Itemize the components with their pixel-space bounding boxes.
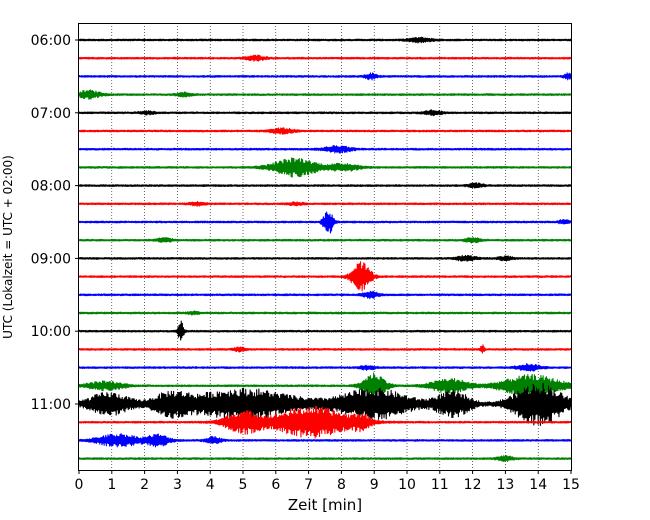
trace-row-0745: [78, 157, 572, 178]
trace-row-0730: [78, 145, 572, 154]
x-tick-label-5: 5: [239, 477, 248, 493]
trace-row-0645: [78, 89, 572, 100]
trace-row-1030: [78, 362, 572, 372]
x-tick-label-10: 10: [398, 477, 416, 493]
trace-row-0700: [78, 109, 572, 117]
trace-row-1000: [78, 320, 572, 341]
trace-row-0630: [78, 72, 572, 81]
trace-row-0930: [78, 290, 572, 300]
x-tick-label-8: 8: [337, 477, 346, 493]
x-tick-label-15: 15: [562, 477, 580, 493]
x-axis-title: Zeit [min]: [288, 496, 362, 514]
x-tick-label-2: 2: [140, 477, 149, 493]
y-tick-label-0900: 09:00: [31, 251, 71, 267]
plot-frame: [78, 23, 572, 471]
trace-row-0715: [78, 127, 572, 135]
x-tick-label-14: 14: [529, 477, 547, 493]
trace-row-1145: [78, 454, 572, 463]
trace-row-0900: [78, 254, 572, 262]
x-tick-label-11: 11: [431, 477, 449, 493]
trace-row-1015: [78, 344, 572, 354]
trace-row-0845: [78, 236, 572, 244]
x-tick-label-1: 1: [107, 477, 116, 493]
trace-row-0800: [78, 182, 572, 189]
trace-row-1130: [78, 433, 572, 448]
trace-row-1045: [78, 372, 572, 398]
x-tick-label-0: 0: [75, 477, 84, 493]
x-tick-label-12: 12: [464, 477, 482, 493]
x-tick-label-13: 13: [496, 477, 514, 493]
y-tick-label-0700: 07:00: [31, 106, 71, 122]
y-tick-label-1000: 10:00: [31, 324, 71, 340]
y-tick-label-0600: 06:00: [31, 33, 71, 49]
trace-row-0600: [78, 36, 572, 44]
trace-row-1115: [78, 405, 572, 439]
trace-row-0615: [78, 54, 572, 62]
x-tick-label-7: 7: [304, 477, 313, 493]
x-tick-label-4: 4: [206, 477, 215, 493]
trace-row-0915: [78, 261, 572, 292]
trace-row-0815: [78, 200, 572, 207]
x-tick-label-9: 9: [370, 477, 379, 493]
y-tick-label-1100: 11:00: [31, 397, 71, 413]
x-tick-label-3: 3: [173, 477, 182, 493]
trace-row-0945: [78, 310, 572, 316]
x-axis-ticks: 0 1 2 3 4 5 6 7 8 9 10 11 12 13 14 15: [75, 470, 580, 493]
trace-row-0830: [78, 211, 572, 234]
x-tick-label-6: 6: [271, 477, 280, 493]
y-axis-title: UTC (Lokalzeit = UTC + 02:00): [1, 155, 15, 339]
y-axis-ticks: 06:00 07:00 08:00 09:00 10:00 11:00: [31, 33, 79, 413]
y-tick-label-0800: 08:00: [31, 179, 71, 195]
seismic-traces: [78, 36, 572, 463]
